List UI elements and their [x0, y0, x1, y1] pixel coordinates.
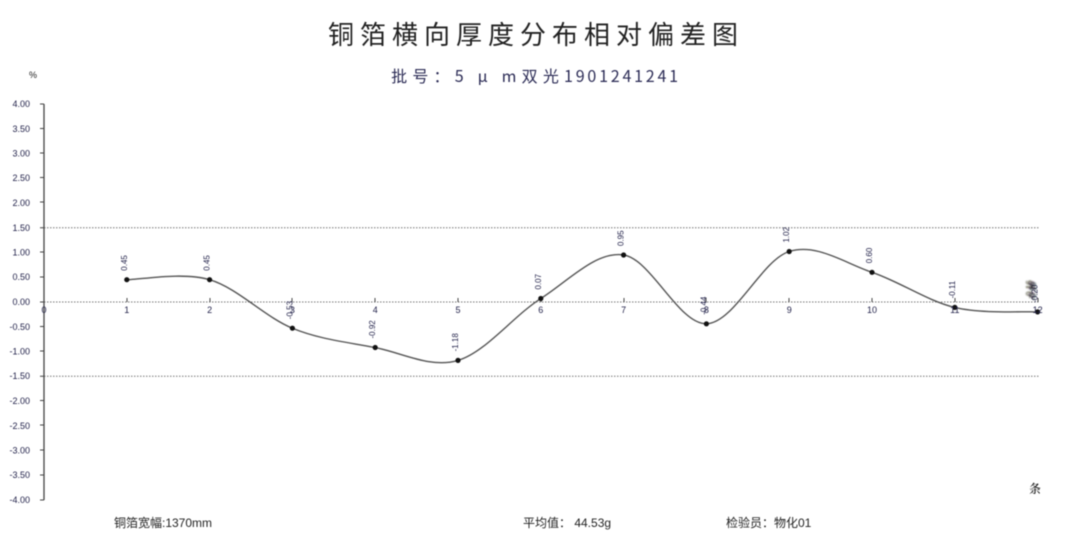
svg-text:0.45: 0.45: [203, 255, 212, 271]
svg-text:-0.16: -0.16: [1027, 281, 1036, 300]
svg-text:0: 0: [41, 305, 46, 315]
svg-text:3.00: 3.00: [12, 149, 30, 159]
svg-text:0.07: 0.07: [534, 273, 543, 289]
svg-text:-1.00: -1.00: [9, 347, 30, 357]
svg-text:2.50: 2.50: [12, 173, 30, 183]
svg-text:1.02: 1.02: [782, 226, 791, 242]
svg-text:0.00: 0.00: [12, 297, 30, 307]
svg-text:2.00: 2.00: [12, 198, 30, 208]
svg-text:0.95: 0.95: [617, 230, 626, 246]
svg-text:-0.11: -0.11: [948, 280, 957, 298]
svg-text:10: 10: [867, 305, 877, 315]
svg-text:-2.50: -2.50: [9, 421, 30, 431]
svg-text:-3.50: -3.50: [9, 470, 30, 480]
svg-text:条: 条: [1029, 480, 1041, 497]
svg-text:3.50: 3.50: [12, 124, 30, 134]
svg-text:4: 4: [373, 305, 378, 315]
svg-text:-4.00: -4.00: [9, 495, 30, 505]
svg-text:3: 3: [290, 305, 295, 315]
svg-text:-1.50: -1.50: [9, 371, 30, 381]
svg-text:-1.18: -1.18: [451, 333, 460, 352]
svg-text:12: 12: [1033, 305, 1043, 315]
svg-text:7: 7: [621, 305, 626, 315]
svg-text:2: 2: [207, 305, 212, 315]
svg-text:-2.00: -2.00: [9, 396, 30, 406]
svg-text:-0.92: -0.92: [368, 320, 377, 339]
svg-text:0.60: 0.60: [865, 247, 874, 263]
svg-text:1.50: 1.50: [12, 223, 30, 233]
svg-text:5: 5: [455, 305, 460, 315]
svg-text:8: 8: [704, 305, 709, 315]
svg-text:0.50: 0.50: [12, 272, 30, 282]
svg-text:1.00: 1.00: [12, 248, 30, 258]
svg-text:11: 11: [950, 305, 959, 315]
svg-text:-3.00: -3.00: [9, 446, 30, 456]
svg-text:1: 1: [124, 305, 129, 315]
svg-text:4.00: 4.00: [12, 99, 30, 109]
svg-text:9: 9: [787, 305, 792, 315]
svg-text:-0.50: -0.50: [9, 322, 30, 332]
svg-text:6: 6: [538, 305, 543, 315]
svg-text:0.45: 0.45: [120, 255, 129, 271]
